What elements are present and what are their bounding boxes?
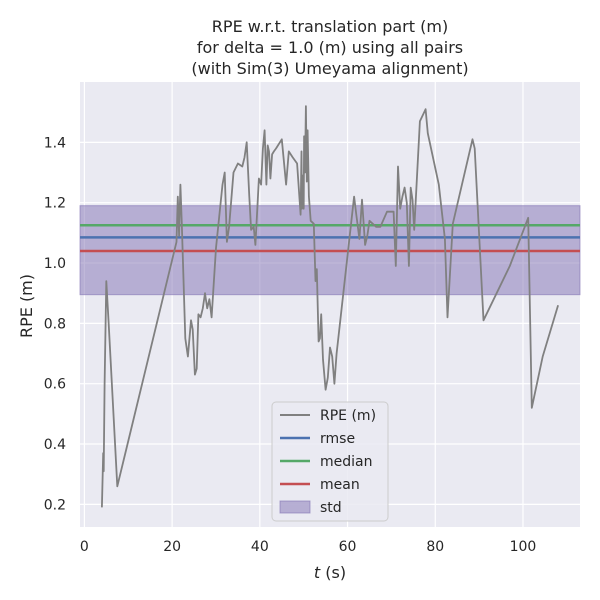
- x-tick-label: 40: [251, 539, 269, 555]
- legend-label-std: std: [320, 500, 342, 516]
- legend-label-rmse: rmse: [320, 431, 355, 447]
- title-line-3: (with Sim(3) Umeyama alignment): [191, 59, 468, 78]
- chart-title: RPE w.r.t. translation part (m) for delt…: [191, 17, 468, 78]
- rpe-series-layer: [101, 105, 559, 508]
- x-axis-label-var: t: [314, 563, 321, 582]
- x-axis-label: t (s): [314, 563, 346, 582]
- x-tick-label: 20: [163, 539, 181, 555]
- y-axis-label: RPE (m): [17, 274, 36, 338]
- legend-label-RPE (m): RPE (m): [320, 408, 376, 424]
- x-tick-label: 0: [80, 539, 89, 555]
- x-tick-label: 100: [510, 539, 537, 555]
- y-tick-label: 1.0: [44, 256, 66, 272]
- rpe-series-line: [101, 105, 559, 508]
- legend-box: [271, 401, 389, 522]
- legend: RPE (m) rmse median mean std: [271, 401, 389, 522]
- x-axis-label-unit: (s): [320, 563, 346, 582]
- legend-swatch-std: [279, 500, 311, 514]
- y-tick-label: 1.4: [44, 135, 66, 151]
- x-axis-ticks: 0 20 40 60 80 100: [80, 539, 536, 555]
- x-tick-label: 80: [426, 539, 444, 555]
- title-line-1: RPE w.r.t. translation part (m): [212, 17, 448, 36]
- stat-lines-layer: [80, 224, 580, 253]
- title-line-2: for delta = 1.0 (m) using all pairs: [197, 38, 463, 57]
- y-tick-label: 0.4: [44, 437, 66, 453]
- y-axis-ticks: 0.2 0.4 0.6 0.8 1.0 1.2 1.4: [44, 135, 66, 513]
- y-tick-label: 0.8: [44, 316, 66, 332]
- legend-label-mean: mean: [320, 477, 360, 493]
- y-tick-label: 0.6: [44, 377, 66, 393]
- x-tick-label: 60: [339, 539, 357, 555]
- legend-label-median: median: [320, 454, 372, 470]
- y-tick-label: 1.2: [44, 196, 66, 212]
- y-tick-label: 0.2: [44, 497, 66, 513]
